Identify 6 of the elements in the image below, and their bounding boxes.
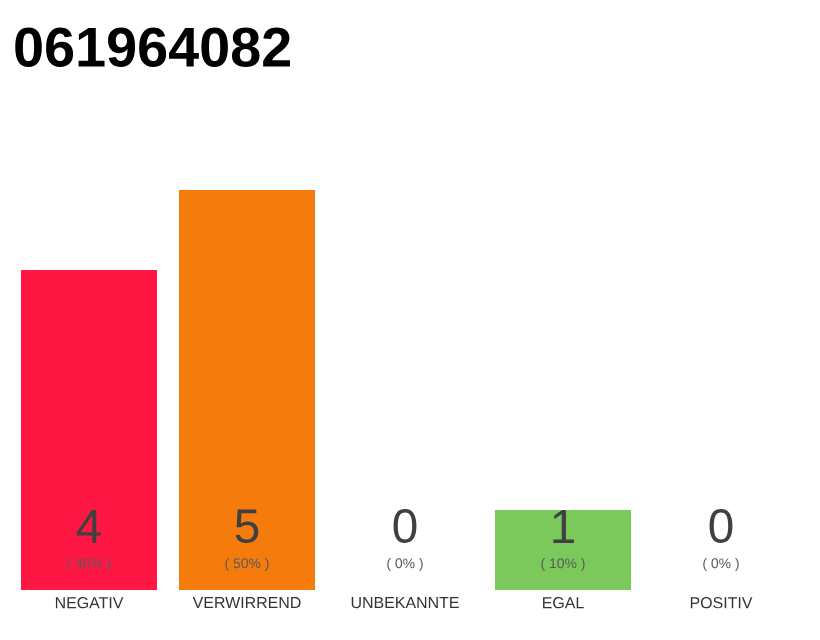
chart-title: 061964082 <box>15 27 290 67</box>
data-label: 0 <box>393 509 417 543</box>
data-label: 5 <box>235 509 259 543</box>
data-label: 4 <box>76 510 101 543</box>
data-label: 0 <box>709 509 733 543</box>
data-label: 1 <box>553 510 574 543</box>
